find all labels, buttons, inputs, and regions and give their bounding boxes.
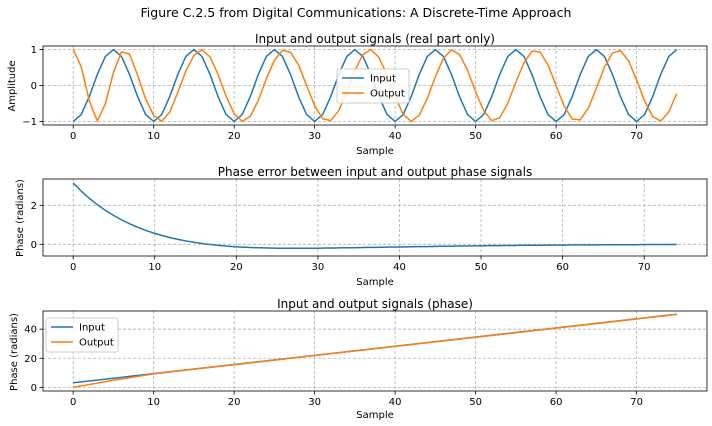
panel-phase: Input and output signals (phase) 0 10 20 30… (9, 297, 708, 421)
series-line-output (73, 313, 677, 389)
y-tick-label: 20 (24, 354, 37, 365)
y-tick-label: 0 (31, 383, 37, 394)
legend-label-input: Input (79, 323, 105, 334)
x-tick-label: 50 (469, 131, 482, 142)
x-tick-label: 30 (308, 397, 321, 408)
panel-1-title: Input and output signals (real part only… (255, 32, 495, 46)
panel-3-ylabel: Phase (radians) (9, 313, 20, 391)
panel-3-legend: Input Output (45, 317, 119, 353)
axes-frame (42, 310, 708, 392)
panel-2-xlabel: Sample (356, 277, 394, 288)
x-tick-label: 10 (148, 262, 161, 273)
x-tick-label: 30 (308, 131, 321, 142)
y-tick-label: 1 (31, 45, 37, 56)
y-tick-label: −1 (22, 117, 37, 128)
y-tick-label: 0 (31, 240, 37, 251)
x-tick-label: 20 (228, 131, 241, 142)
x-tick-label: 0 (70, 131, 76, 142)
x-tick-label: 70 (638, 262, 651, 273)
panel-2-series (72, 182, 677, 249)
axes-frame (42, 178, 708, 257)
panel-3-xlabel: Sample (356, 410, 394, 421)
x-tick-label: 60 (550, 397, 563, 408)
x-tick-label: 60 (556, 262, 569, 273)
panel-2-ylabel: Phase (radians) (15, 179, 26, 257)
panel-2-grid (43, 179, 707, 256)
x-tick-label: 10 (147, 131, 160, 142)
panel-1-ylabel: Amplitude (7, 60, 18, 111)
x-tick-label: 60 (550, 131, 563, 142)
x-tick-label: 50 (469, 397, 482, 408)
panel-3-axes: 0 10 20 30 40 50 60 70 0 20 40 (24, 310, 708, 408)
y-tick-label: 0 (31, 81, 37, 92)
legend-label-output: Output (370, 89, 405, 100)
panel-2-title: Phase error between input and output pha… (218, 165, 532, 179)
series-line-output (72, 48, 678, 123)
panel-3-series (73, 313, 677, 389)
legend-label-output: Output (79, 338, 114, 349)
panel-3-grid (43, 311, 707, 391)
x-tick-label: 20 (228, 397, 241, 408)
panel-2-axes: 0 10 20 30 40 50 60 70 0 2 (31, 178, 708, 273)
x-tick-label: 20 (230, 262, 243, 273)
x-tick-label: 10 (147, 397, 160, 408)
panel-1-xlabel: Sample (356, 146, 394, 157)
y-tick-label: 40 (24, 325, 37, 336)
x-tick-label: 40 (393, 262, 406, 273)
panel-3-title: Input and output signals (phase) (277, 297, 473, 311)
panel-1-axes: 0 10 20 30 40 50 60 70 −1 0 1 (22, 45, 708, 142)
y-tick-label: 2 (31, 201, 37, 212)
x-tick-label: 0 (70, 262, 76, 273)
panel-1-legend: Input Output (336, 68, 410, 104)
panel-real-part: Input and output signals (real part only… (7, 32, 708, 157)
series-line-phase-error (72, 182, 677, 249)
x-tick-label: 30 (312, 262, 325, 273)
panel-phase-error: Phase error between input and output pha… (15, 165, 708, 288)
legend-label-input: Input (370, 74, 396, 85)
x-tick-label: 50 (475, 262, 488, 273)
x-tick-label: 70 (630, 397, 643, 408)
x-tick-label: 0 (70, 397, 76, 408)
x-tick-label: 40 (389, 131, 402, 142)
x-tick-label: 40 (389, 397, 402, 408)
figure-title: Figure C.2.5 from Digital Communications… (141, 5, 572, 20)
x-tick-label: 70 (630, 131, 643, 142)
